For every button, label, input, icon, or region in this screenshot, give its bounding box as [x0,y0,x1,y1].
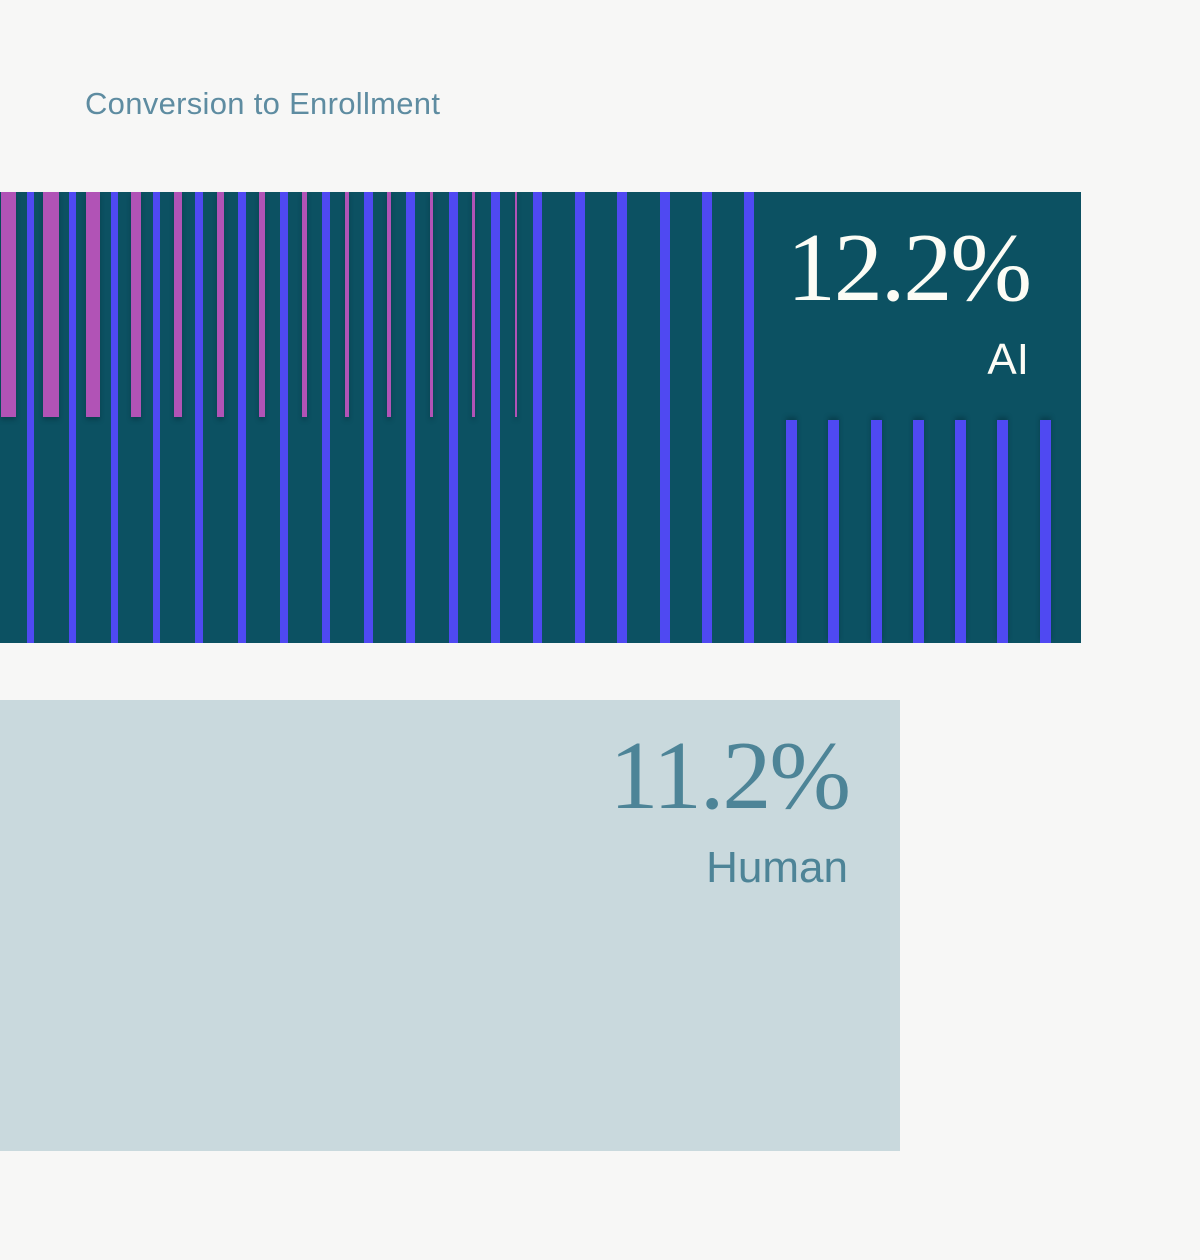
decorative-stripe [574,192,585,643]
decorative-stripe [955,420,967,643]
decorative-stripe [472,192,476,417]
decorative-stripe [870,420,882,643]
decorative-stripe [345,192,349,417]
decorative-stripe [130,192,141,417]
decorative-stripe [237,192,246,643]
decorative-stripe [173,192,182,417]
decorative-stripe [195,192,204,643]
decorative-stripe [406,192,416,643]
chart-title: Conversion to Enrollment [85,86,441,121]
decorative-stripe [302,192,308,417]
decorative-stripe [153,192,161,643]
decorative-stripe [744,192,755,643]
decorative-stripe [42,192,59,417]
decorative-stripe [1,192,17,417]
bar-ai: 12.2% AI [0,192,1081,643]
human-value: 11.2% [609,722,851,830]
decorative-stripe [322,192,331,643]
decorative-stripe [997,420,1009,643]
decorative-stripe [279,192,288,643]
decorative-stripe [701,192,712,643]
ai-value: 12.2% [786,214,1032,322]
decorative-stripe [785,420,797,643]
decorative-stripe [363,192,373,643]
decorative-stripe [111,192,119,643]
decorative-stripe [659,192,670,643]
decorative-stripe [912,420,924,643]
decorative-stripe [533,192,543,643]
ai-label: AI [987,335,1029,384]
decorative-stripe [448,192,458,643]
decorative-stripe [515,192,518,417]
decorative-stripe [86,192,101,417]
bar-human: 11.2% Human [0,700,900,1151]
decorative-stripe [490,192,500,643]
decorative-stripe [387,192,392,417]
decorative-stripe [259,192,266,417]
decorative-stripe [430,192,434,417]
decorative-stripe [68,192,76,643]
decorative-stripe [828,420,840,643]
decorative-stripe [617,192,628,643]
human-label: Human [706,843,848,892]
decorative-stripe [1039,420,1051,643]
decorative-stripe [26,192,34,643]
decorative-stripe [216,192,224,417]
